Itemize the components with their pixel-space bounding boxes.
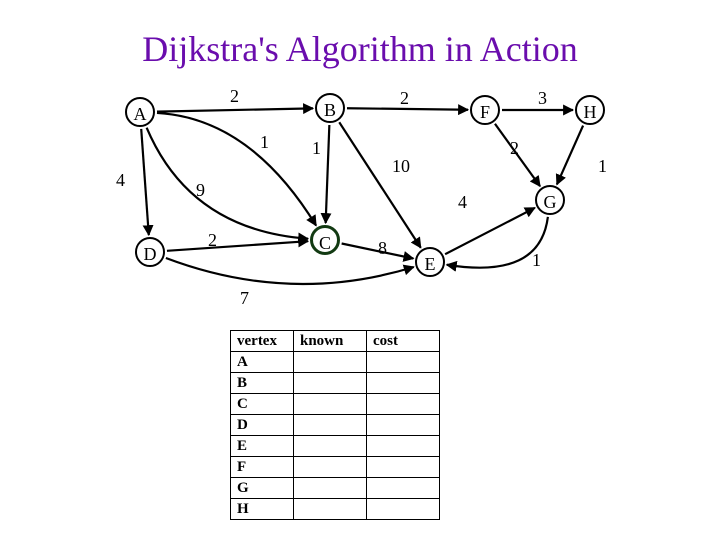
table-cell: F <box>231 457 294 478</box>
table-row: E <box>231 436 440 457</box>
edge-weight-f-g-12: 2 <box>510 138 519 159</box>
table-cell <box>294 457 367 478</box>
edge-a-d-5 <box>141 129 149 235</box>
edge-weight-a-c-3: 1 <box>260 132 269 153</box>
table-cell: B <box>231 373 294 394</box>
table-row: H <box>231 499 440 520</box>
edge-weight-g-e-13: 1 <box>532 250 541 271</box>
table-cell <box>294 436 367 457</box>
page-title: Dijkstra's Algorithm in Action <box>0 28 720 70</box>
table-cell: D <box>231 415 294 436</box>
node-c: C <box>310 225 340 255</box>
dijkstra-graph: ABFHDCEG 2231142978104211 <box>100 90 640 310</box>
node-h: H <box>575 95 605 125</box>
edge-d-e-8 <box>166 258 414 284</box>
table-cell <box>367 499 440 520</box>
table-row: B <box>231 373 440 394</box>
node-e: E <box>415 247 445 277</box>
edge-a-c-3 <box>157 113 316 226</box>
edge-a-c-7 <box>147 128 308 239</box>
node-a: A <box>125 97 155 127</box>
cost-table: vertexknowncost ABCDEFGH <box>230 330 440 520</box>
table-cell <box>367 436 440 457</box>
edge-b-e-10 <box>339 122 420 247</box>
table-cell <box>367 415 440 436</box>
cost-table-element: vertexknowncost ABCDEFGH <box>230 330 440 520</box>
table-cell <box>367 352 440 373</box>
table-row: A <box>231 352 440 373</box>
node-f: F <box>470 95 500 125</box>
table-row: G <box>231 478 440 499</box>
edge-weight-d-e-8: 7 <box>240 288 249 309</box>
table-row: F <box>231 457 440 478</box>
table-cell <box>294 415 367 436</box>
table-row: C <box>231 394 440 415</box>
table-row: D <box>231 415 440 436</box>
table-header-vertex: vertex <box>231 331 294 352</box>
table-cell: C <box>231 394 294 415</box>
table-cell: G <box>231 478 294 499</box>
table-cell <box>294 373 367 394</box>
node-b: B <box>315 93 345 123</box>
edge-weight-a-c-7: 9 <box>196 180 205 201</box>
node-g: G <box>535 185 565 215</box>
edge-weight-b-e-10: 10 <box>392 156 410 177</box>
table-cell: A <box>231 352 294 373</box>
edge-weight-d-c-6: 2 <box>208 230 217 251</box>
table-cell <box>294 478 367 499</box>
edge-weight-e-g-11: 4 <box>458 192 467 213</box>
table-cell <box>367 478 440 499</box>
table-header-known: known <box>294 331 367 352</box>
edge-weight-c-e-9: 8 <box>378 238 387 259</box>
edge-weight-b-f-1: 2 <box>400 88 409 109</box>
edge-h-g-14 <box>557 126 583 185</box>
edge-weight-b-c-4: 1 <box>312 138 321 159</box>
table-cell <box>294 499 367 520</box>
edge-weight-h-g-14: 1 <box>598 156 607 177</box>
table-cell <box>367 457 440 478</box>
edge-weight-a-d-5: 4 <box>116 170 125 191</box>
table-header-cost: cost <box>367 331 440 352</box>
table-cell: E <box>231 436 294 457</box>
edge-weight-a-b-0: 2 <box>230 86 239 107</box>
node-d: D <box>135 237 165 267</box>
table-cell <box>367 373 440 394</box>
edge-d-c-6 <box>167 241 308 251</box>
edge-weight-f-h-2: 3 <box>538 88 547 109</box>
table-cell: H <box>231 499 294 520</box>
edge-a-b-0 <box>157 108 313 111</box>
table-cell <box>367 394 440 415</box>
table-cell <box>294 352 367 373</box>
edge-e-g-11 <box>445 208 535 254</box>
edge-b-c-4 <box>326 125 330 223</box>
table-cell <box>294 394 367 415</box>
